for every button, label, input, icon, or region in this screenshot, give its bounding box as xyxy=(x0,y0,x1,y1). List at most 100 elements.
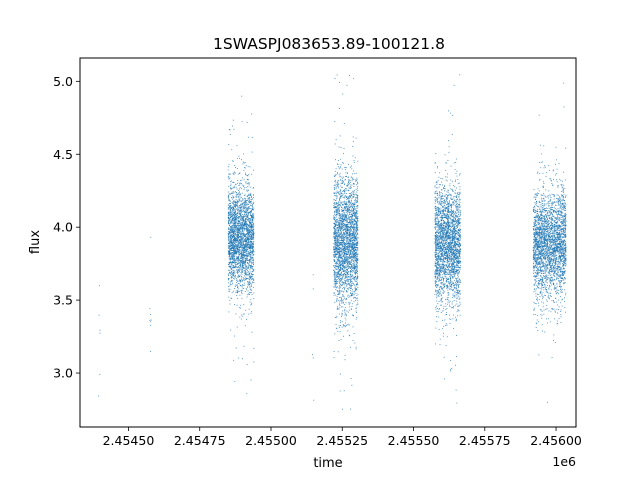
data-point xyxy=(345,230,347,232)
data-point xyxy=(348,296,350,298)
data-point xyxy=(333,215,335,217)
data-point xyxy=(340,264,342,266)
data-point xyxy=(351,232,352,234)
data-point xyxy=(228,255,230,256)
data-point xyxy=(241,233,243,235)
data-point xyxy=(339,285,340,287)
data-point xyxy=(236,226,237,228)
data-point xyxy=(243,216,245,218)
data-point xyxy=(351,260,353,262)
data-point xyxy=(235,239,237,241)
data-point xyxy=(241,264,243,265)
data-point xyxy=(334,260,336,262)
data-point xyxy=(344,191,346,193)
data-point xyxy=(235,245,237,247)
data-point xyxy=(333,275,335,277)
data-point xyxy=(353,257,355,259)
data-point xyxy=(229,300,231,302)
data-point xyxy=(234,242,236,244)
data-point xyxy=(340,166,342,168)
data-point xyxy=(338,232,340,234)
data-point xyxy=(335,250,337,252)
data-point xyxy=(346,236,348,238)
data-point xyxy=(344,217,346,219)
data-point xyxy=(357,189,359,191)
data-point xyxy=(234,172,236,174)
data-point xyxy=(337,245,339,247)
data-point xyxy=(350,250,352,252)
data-point xyxy=(350,279,352,281)
data-point xyxy=(346,221,348,223)
data-point xyxy=(353,213,355,215)
data-point xyxy=(337,220,339,222)
data-point xyxy=(234,267,236,269)
data-point xyxy=(236,253,237,255)
data-point xyxy=(353,267,355,269)
data-point xyxy=(355,304,357,306)
data-point xyxy=(246,230,248,232)
data-point xyxy=(350,204,352,205)
data-point xyxy=(240,207,242,209)
data-point xyxy=(340,322,342,324)
data-point xyxy=(339,192,341,194)
data-point xyxy=(248,254,250,256)
data-point xyxy=(249,301,251,303)
data-point xyxy=(353,259,355,261)
data-point xyxy=(335,233,337,235)
data-point xyxy=(247,271,249,272)
data-point xyxy=(344,311,346,313)
data-point xyxy=(345,274,346,275)
data-point xyxy=(349,260,351,262)
data-point xyxy=(342,294,344,296)
data-point xyxy=(340,271,342,273)
data-point xyxy=(240,244,242,246)
data-point xyxy=(231,247,233,248)
data-point xyxy=(245,234,247,236)
data-point xyxy=(346,246,348,248)
data-point xyxy=(236,244,238,246)
data-point xyxy=(338,219,340,221)
data-point xyxy=(337,239,338,241)
data-point xyxy=(236,222,238,224)
data-point xyxy=(334,185,336,187)
data-point xyxy=(353,230,355,232)
data-point xyxy=(242,253,244,255)
data-point xyxy=(344,246,346,248)
data-point xyxy=(341,209,343,211)
data-point xyxy=(335,276,337,278)
data-point xyxy=(334,242,336,244)
data-point xyxy=(245,215,247,217)
data-point xyxy=(247,236,249,238)
data-point xyxy=(348,250,350,252)
data-point xyxy=(237,242,239,244)
data-point xyxy=(244,251,246,253)
data-point xyxy=(337,224,339,226)
data-point xyxy=(245,198,247,200)
data-point xyxy=(241,221,243,223)
data-point xyxy=(241,228,243,230)
data-point xyxy=(239,269,241,271)
data-point xyxy=(343,297,345,299)
data-point xyxy=(356,248,358,250)
data-point xyxy=(352,289,353,291)
data-point xyxy=(244,243,246,245)
data-point xyxy=(339,255,341,257)
data-point xyxy=(334,251,336,253)
data-point xyxy=(234,304,235,306)
data-point xyxy=(356,184,358,185)
data-point xyxy=(344,322,346,324)
data-point xyxy=(240,234,242,235)
data-point xyxy=(343,281,345,283)
data-point xyxy=(230,272,231,274)
data-point xyxy=(347,268,348,270)
data-point xyxy=(238,222,240,224)
data-point xyxy=(251,235,253,237)
data-point xyxy=(337,160,339,161)
data-point xyxy=(334,254,336,256)
data-point xyxy=(340,214,342,216)
data-point xyxy=(241,289,243,291)
data-point xyxy=(252,250,254,252)
data-point xyxy=(235,186,237,188)
data-point xyxy=(344,245,346,246)
data-point xyxy=(245,251,247,252)
